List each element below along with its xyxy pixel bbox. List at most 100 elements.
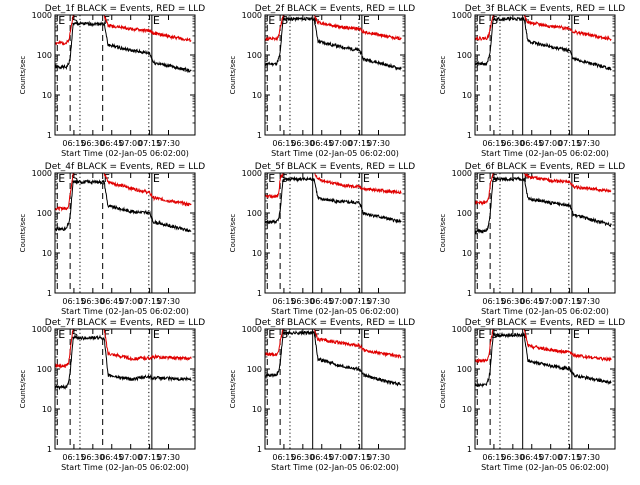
event-marker-label: E (268, 14, 275, 27)
y-tick-label: 100 (457, 209, 472, 218)
y-tick-label: 10 (42, 249, 52, 258)
y-tick-label: 1 (47, 289, 52, 298)
series-line-events (54, 20, 192, 74)
y-tick-label: 100 (247, 209, 262, 218)
event-marker-label: S (71, 172, 78, 185)
x-tick-label: 06:45 (310, 453, 333, 462)
y-tick-label: 1000 (452, 325, 472, 334)
event-marker-label: E (363, 328, 370, 341)
y-axis-label: Counts/sec (439, 370, 447, 409)
x-tick-label: 07:30 (367, 297, 390, 306)
x-tick-label: 07:00 (329, 297, 352, 306)
x-tick-label: 07:00 (539, 453, 562, 462)
series-line-events (474, 331, 612, 389)
plot-frame (474, 14, 616, 136)
chart-title: Det_1f BLACK = Events, RED = LLD (45, 4, 205, 14)
x-tick-label: 06:45 (520, 453, 543, 462)
x-tick-label: 06:45 (520, 139, 543, 148)
x-tick-label: 07:00 (119, 139, 142, 148)
y-tick-label: 10 (252, 405, 262, 414)
event-marker-label: E (268, 172, 275, 185)
chart-panel-4: Det_4f BLACK = Events, RED = LLD Counts/s… (19, 162, 205, 316)
y-tick-label: 1 (467, 445, 472, 454)
x-tick-label: 07:15 (138, 453, 161, 462)
x-tick-label: 06:30 (501, 139, 524, 148)
chart-panel-2: Det_2f BLACK = Events, RED = LLD Counts/s… (229, 4, 415, 158)
event-marker-label: E (363, 172, 370, 185)
chart-title: Det_6f BLACK = Events, RED = LLD (465, 162, 625, 172)
y-tick-label: 1000 (452, 11, 472, 20)
y-tick-label: 100 (37, 365, 52, 374)
y-tick-label: 100 (37, 51, 52, 60)
x-tick-label: 07:30 (157, 139, 180, 148)
y-tick-label: 1000 (32, 325, 52, 334)
x-tick-label: 07:30 (157, 453, 180, 462)
x-axis-label: Start Time (02-Jan-05 06:02:00) (481, 149, 609, 158)
series-line-events (264, 175, 402, 225)
x-axis-label: Start Time (02-Jan-05 06:02:00) (271, 307, 399, 316)
x-tick-label: 07:30 (367, 453, 390, 462)
event-marker-label: S (71, 14, 78, 27)
event-marker-label: E (573, 172, 580, 185)
x-axis-label: Start Time (02-Jan-05 06:02:00) (61, 149, 189, 158)
y-tick-label: 100 (37, 209, 52, 218)
plot-frame (54, 172, 196, 294)
x-tick-label: 06:15 (62, 139, 85, 148)
event-marker-label: E (153, 172, 160, 185)
plot-frame (474, 172, 616, 294)
y-tick-label: 1 (467, 131, 472, 140)
x-tick-label: 06:30 (291, 297, 314, 306)
x-tick-label: 07:30 (577, 139, 600, 148)
x-tick-label: 07:15 (558, 139, 581, 148)
y-axis-label: Counts/sec (229, 214, 237, 253)
event-marker-label: E (478, 14, 485, 27)
x-tick-label: 06:15 (272, 453, 295, 462)
x-tick-label: 07:15 (348, 453, 371, 462)
chart-title: Det_8f BLACK = Events, RED = LLD (255, 318, 415, 328)
plot-frame (264, 14, 406, 136)
y-tick-label: 10 (462, 249, 472, 258)
event-marker-label: E (573, 14, 580, 27)
series-line-events (474, 175, 612, 235)
x-tick-label: 06:15 (482, 297, 505, 306)
chart-panel-5: Det_5f BLACK = Events, RED = LLD Counts/s… (229, 162, 415, 316)
event-marker-label: F (524, 172, 530, 185)
x-axis-label: Start Time (02-Jan-05 06:02:00) (271, 463, 399, 472)
y-tick-label: 1 (47, 445, 52, 454)
chart-panel-8: Det_8f BLACK = Events, RED = LLD Counts/s… (229, 318, 415, 472)
x-tick-label: 07:00 (539, 297, 562, 306)
event-marker-label: E (153, 14, 160, 27)
x-tick-label: 07:00 (329, 139, 352, 148)
event-marker-label: E (478, 172, 485, 185)
x-axis-label: Start Time (02-Jan-05 06:02:00) (61, 463, 189, 472)
x-tick-label: 06:45 (310, 139, 333, 148)
x-tick-label: 07:00 (329, 453, 352, 462)
y-tick-label: 10 (252, 249, 262, 258)
x-axis-label: Start Time (02-Jan-05 06:02:00) (271, 149, 399, 158)
chart-panel-9: Det_9f BLACK = Events, RED = LLD Counts/s… (439, 318, 625, 472)
plot-frame (264, 172, 406, 294)
chart-panel-3: Det_3f BLACK = Events, RED = LLD Counts/s… (439, 4, 625, 158)
series-line-events (474, 15, 612, 71)
y-tick-label: 100 (457, 365, 472, 374)
event-marker-label: E (153, 328, 160, 341)
x-tick-label: 06:45 (310, 297, 333, 306)
y-axis-label: Counts/sec (19, 56, 27, 95)
y-tick-label: 100 (457, 51, 472, 60)
x-tick-label: 06:45 (100, 139, 123, 148)
event-marker-label: S (71, 328, 78, 341)
x-tick-label: 07:30 (577, 297, 600, 306)
x-tick-label: 07:15 (138, 297, 161, 306)
x-tick-label: 07:15 (558, 297, 581, 306)
y-tick-label: 1000 (242, 11, 262, 20)
x-tick-label: 07:30 (157, 297, 180, 306)
x-tick-label: 06:15 (62, 297, 85, 306)
x-axis-label: Start Time (02-Jan-05 06:02:00) (61, 307, 189, 316)
event-marker-label: S (281, 328, 288, 341)
x-tick-label: 07:30 (577, 453, 600, 462)
chart-panel-7: Det_7f BLACK = Events, RED = LLD Counts/s… (19, 318, 205, 472)
event-marker-label: E (58, 14, 65, 27)
x-tick-label: 06:30 (81, 139, 104, 148)
x-tick-label: 06:15 (62, 453, 85, 462)
